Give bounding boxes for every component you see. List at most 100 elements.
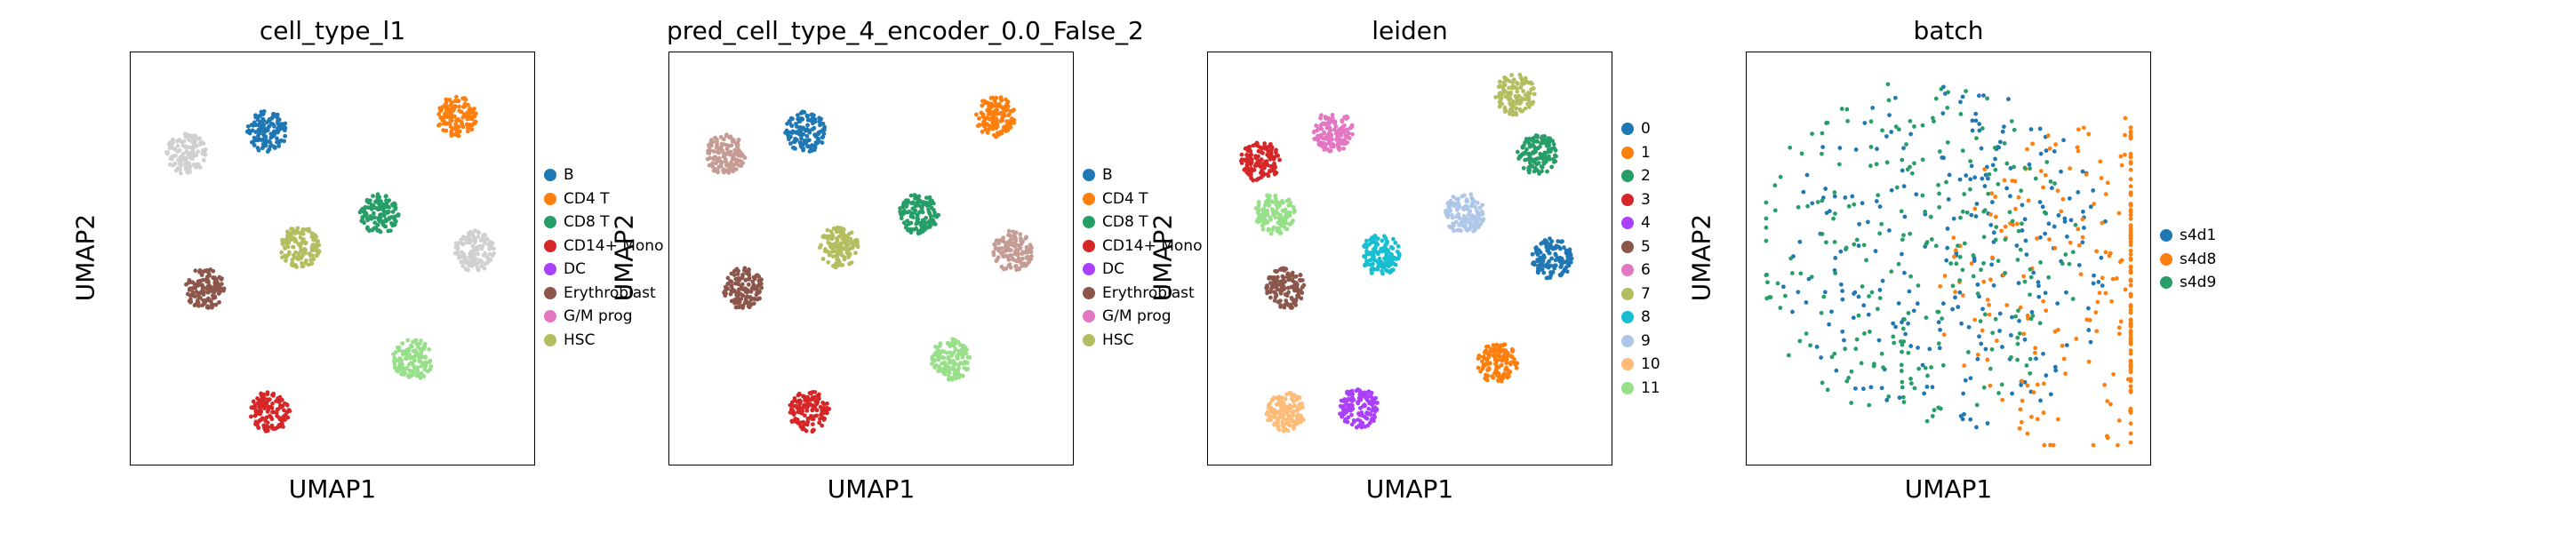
data-point bbox=[1344, 402, 1349, 407]
data-point bbox=[934, 214, 940, 219]
data-point bbox=[387, 210, 391, 214]
data-point bbox=[823, 247, 828, 251]
data-point bbox=[1899, 362, 1904, 368]
data-point bbox=[410, 344, 414, 349]
data-point bbox=[817, 420, 822, 426]
data-point bbox=[283, 418, 287, 422]
data-point bbox=[1467, 208, 1472, 213]
data-point bbox=[2081, 125, 2086, 131]
data-point bbox=[1518, 108, 1524, 114]
data-point bbox=[1535, 259, 1540, 264]
data-point bbox=[1764, 225, 1769, 230]
data-point bbox=[1019, 238, 1024, 243]
data-point bbox=[2037, 321, 2043, 326]
data-point bbox=[1999, 382, 2004, 387]
data-point bbox=[783, 131, 788, 135]
data-point bbox=[2070, 297, 2076, 301]
data-point bbox=[357, 210, 363, 215]
data-point bbox=[731, 289, 736, 294]
data-point bbox=[1908, 231, 1913, 236]
data-point bbox=[1549, 256, 1554, 261]
data-point bbox=[2023, 238, 2028, 243]
data-point bbox=[2128, 243, 2133, 248]
data-point bbox=[913, 193, 917, 198]
data-point bbox=[1958, 414, 1964, 418]
data-point bbox=[2019, 188, 2024, 194]
data-point bbox=[726, 171, 732, 175]
legend-label: DC bbox=[1102, 260, 1124, 279]
data-point bbox=[290, 231, 294, 235]
data-point bbox=[1478, 221, 1484, 227]
data-point bbox=[1474, 208, 1479, 213]
data-point bbox=[2014, 243, 2020, 248]
legend-marker bbox=[544, 169, 556, 182]
data-point bbox=[1986, 191, 1991, 196]
data-point bbox=[1346, 415, 1351, 420]
data-point bbox=[196, 292, 201, 298]
data-point bbox=[2109, 298, 2114, 304]
data-point bbox=[2067, 261, 2072, 266]
data-point bbox=[492, 251, 497, 256]
data-point bbox=[1375, 251, 1380, 257]
data-point bbox=[1876, 338, 1882, 343]
data-point bbox=[1960, 293, 1965, 298]
data-point bbox=[282, 238, 287, 243]
data-point bbox=[821, 127, 827, 132]
data-point bbox=[826, 240, 831, 245]
data-point bbox=[1764, 216, 1769, 221]
data-point bbox=[1510, 109, 1516, 115]
data-point bbox=[2128, 365, 2133, 370]
data-point bbox=[2041, 185, 2045, 190]
data-point bbox=[1558, 273, 1564, 278]
data-point bbox=[212, 280, 218, 285]
data-point bbox=[1327, 117, 1332, 123]
data-point bbox=[1545, 246, 1550, 251]
data-point bbox=[1927, 346, 1932, 352]
data-point bbox=[459, 119, 464, 124]
data-point bbox=[2013, 314, 2019, 319]
data-point bbox=[1375, 266, 1380, 272]
data-point bbox=[817, 139, 821, 144]
legend-item: CD4 T bbox=[544, 187, 663, 211]
data-point bbox=[724, 147, 730, 152]
data-point bbox=[849, 260, 854, 265]
data-point bbox=[1908, 381, 1914, 386]
data-point bbox=[1799, 151, 1804, 156]
data-point bbox=[315, 239, 320, 244]
data-point bbox=[193, 133, 198, 139]
data-point bbox=[1809, 274, 1814, 280]
data-point bbox=[1457, 216, 1462, 221]
data-point bbox=[1480, 366, 1485, 371]
data-point bbox=[2128, 256, 2133, 261]
data-point bbox=[469, 127, 475, 132]
legend-marker bbox=[544, 310, 556, 323]
data-point bbox=[845, 234, 850, 239]
data-point bbox=[1274, 171, 1279, 175]
data-point bbox=[454, 131, 460, 137]
data-point bbox=[1486, 366, 1492, 370]
data-point bbox=[1497, 344, 1502, 348]
data-point bbox=[1274, 282, 1279, 287]
data-point bbox=[1833, 271, 1838, 275]
data-point bbox=[1908, 118, 1913, 123]
data-point bbox=[973, 112, 979, 117]
data-point bbox=[1892, 95, 1898, 100]
data-point bbox=[2075, 145, 2080, 150]
data-point bbox=[1004, 266, 1009, 271]
data-point bbox=[828, 229, 834, 235]
legend-marker bbox=[1083, 263, 1095, 276]
data-point bbox=[1354, 388, 1359, 394]
data-point bbox=[932, 352, 938, 356]
legend-label: Erythroblast bbox=[564, 283, 656, 302]
data-point bbox=[757, 290, 762, 295]
data-point bbox=[1328, 128, 1333, 133]
data-point bbox=[908, 193, 914, 198]
data-point bbox=[2035, 417, 2040, 422]
data-point bbox=[1292, 210, 1297, 215]
data-point bbox=[1936, 182, 1940, 187]
data-point bbox=[1839, 107, 1844, 111]
data-point bbox=[1966, 324, 1972, 330]
data-point bbox=[818, 121, 823, 125]
data-point bbox=[1937, 191, 1941, 196]
data-point bbox=[1001, 235, 1006, 241]
